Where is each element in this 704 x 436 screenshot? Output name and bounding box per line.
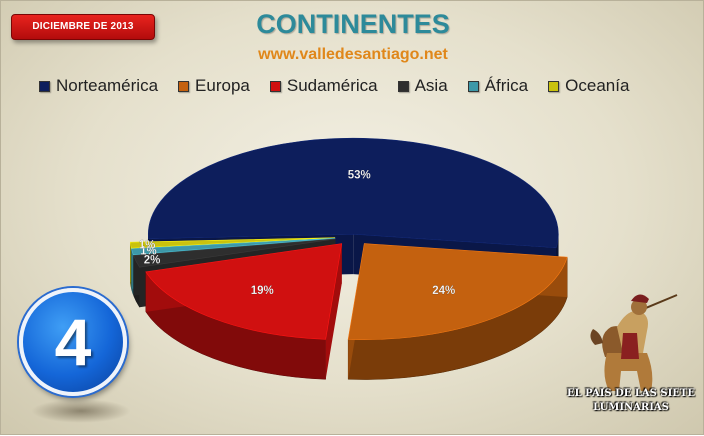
logo-text: EL PAIS DE LAS SIETE LUMINARIAS — [567, 387, 695, 415]
pie-slice-0 — [148, 138, 558, 248]
data-label-0: 53% — [348, 170, 371, 182]
number-badge: 4 — [19, 288, 127, 396]
badge-shadow — [31, 399, 131, 423]
warrior-logo: EL PAIS DE LAS SIETE LUMINARIAS — [567, 287, 695, 427]
warrior-figure-icon — [567, 287, 695, 397]
data-label-1: 24% — [432, 285, 455, 297]
data-label-5: 1% — [139, 240, 156, 252]
data-label-2: 19% — [251, 285, 274, 297]
